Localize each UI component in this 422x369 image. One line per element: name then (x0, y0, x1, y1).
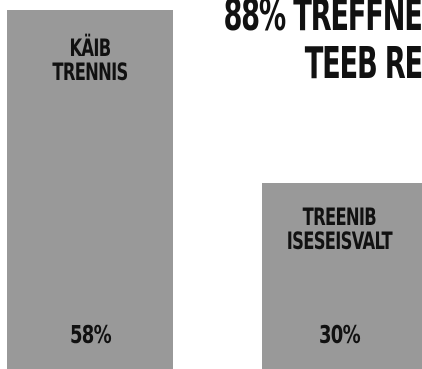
bar-category-label: TREENIB ISESEISVALT (262, 205, 416, 253)
bar-category-text: TREENIB ISESEISVALT (286, 203, 393, 255)
bar-1: KÄIB TRENNIS 58% (7, 10, 173, 369)
bar-3 (403, 183, 422, 369)
bar-value-text: 58% (69, 320, 112, 349)
bar-category-text: KÄIB TRENNIS (52, 34, 128, 86)
chart-title-line-1: 88% TREFFNE (223, 0, 422, 41)
bar-2: TREENIB ISESEISVALT 30% (262, 183, 416, 369)
bar-value-label: 30% (262, 322, 416, 347)
chart-title-line-2: TEEB RE (304, 38, 422, 89)
bar-category-label: KÄIB TRENNIS (7, 36, 173, 84)
bar-value-text: 30% (318, 320, 361, 349)
bar-value-label: 58% (7, 322, 173, 347)
